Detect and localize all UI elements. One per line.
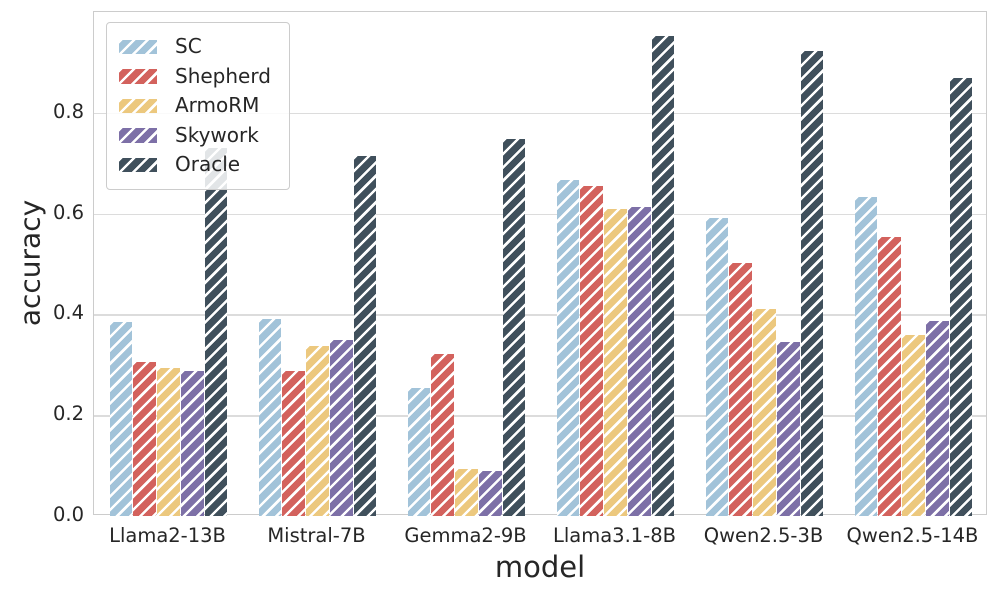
bar-sc-gemma2-9b <box>407 387 431 516</box>
bar-armorm-llama3.1-8b <box>604 208 627 516</box>
bar-skywork-mistral-7b <box>330 340 353 516</box>
legend-item-armorm: ArmoRM <box>119 91 277 121</box>
bar-armorm-llama2-13b <box>157 368 180 516</box>
legend-label: Oracle <box>175 152 241 176</box>
legend-swatch-icon <box>119 69 157 84</box>
bar-sc-llama3.1-8b <box>556 180 580 516</box>
bar-skywork-llama3.1-8b <box>628 207 651 516</box>
legend-swatch-icon <box>119 128 157 143</box>
gridline <box>94 314 986 316</box>
y-axis-label: accuracy <box>13 199 47 327</box>
bar-sc-mistral-7b <box>258 319 282 516</box>
bar-skywork-qwen2.5-14b <box>926 321 949 516</box>
legend-label: Shepherd <box>175 63 271 88</box>
gridline <box>94 415 986 417</box>
legend-swatch-icon <box>119 157 157 172</box>
bar-oracle-llama2-13b <box>204 148 228 516</box>
bar-oracle-mistral-7b <box>353 155 377 516</box>
y-tick-label: 0.6 <box>52 200 84 224</box>
bar-skywork-qwen2.5-3b <box>777 341 800 516</box>
legend-label: Skywork <box>175 122 259 147</box>
gridline <box>94 112 986 115</box>
bar-shepherd-gemma2-9b <box>431 353 454 516</box>
x-tick-label-gemma2-9b: Gemma2-9B <box>404 524 527 547</box>
legend-swatch-icon <box>119 39 157 54</box>
legend-item-skywork: Skywork <box>119 121 277 151</box>
bar-shepherd-qwen2.5-14b <box>878 236 901 516</box>
legend-swatch-icon <box>119 98 157 113</box>
x-tick-label-qwen2.5-14b: Qwen2.5-14B <box>846 524 979 547</box>
bar-sc-qwen2.5-14b <box>854 196 878 516</box>
legend: SC Shepherd ArmoRM Skywork Oracle <box>106 22 290 190</box>
bars <box>94 12 986 516</box>
x-tick-label-qwen2.5-3b: Qwen2.5-3B <box>703 524 824 547</box>
bar-skywork-gemma2-9b <box>479 470 502 516</box>
gridlines <box>94 12 986 514</box>
bar-armorm-qwen2.5-14b <box>902 334 925 516</box>
bar-armorm-mistral-7b <box>306 346 329 516</box>
x-tick-label-llama3.1-8b: Llama3.1-8B <box>552 524 676 547</box>
bar-armorm-gemma2-9b <box>455 468 478 516</box>
bar-oracle-gemma2-9b <box>502 139 526 516</box>
legend-item-sc: SC <box>119 32 277 62</box>
bar-oracle-qwen2.5-3b <box>800 51 824 516</box>
bar-armorm-qwen2.5-3b <box>753 308 776 516</box>
gridline <box>94 213 986 215</box>
x-axis-label: model <box>494 550 586 584</box>
legend-label: SC <box>175 34 202 58</box>
bar-shepherd-mistral-7b <box>282 371 305 516</box>
bar-skywork-llama2-13b <box>181 370 204 516</box>
bar-oracle-llama3.1-8b <box>651 35 675 516</box>
bar-oracle-qwen2.5-14b <box>949 77 973 516</box>
plot-area <box>93 11 987 516</box>
legend-item-oracle: Oracle <box>119 150 277 180</box>
x-tick-label-mistral-7b: Mistral-7B <box>267 524 366 547</box>
x-tick-label-llama2-13b: Llama2-13B <box>109 524 226 547</box>
y-tick-label: 0.0 <box>52 503 84 526</box>
bar-shepherd-qwen2.5-3b <box>729 263 752 516</box>
y-tick-label: 0.4 <box>52 301 84 325</box>
y-tick-label: 0.2 <box>52 402 84 426</box>
bar-sc-llama2-13b <box>109 321 133 516</box>
bar-shepherd-llama2-13b <box>133 362 156 516</box>
legend-label: ArmoRM <box>175 93 260 117</box>
bar-shepherd-llama3.1-8b <box>580 185 603 516</box>
y-tick-label: 0.8 <box>52 99 84 123</box>
bar-sc-qwen2.5-3b <box>705 218 729 516</box>
legend-item-shepherd: Shepherd <box>119 62 277 92</box>
